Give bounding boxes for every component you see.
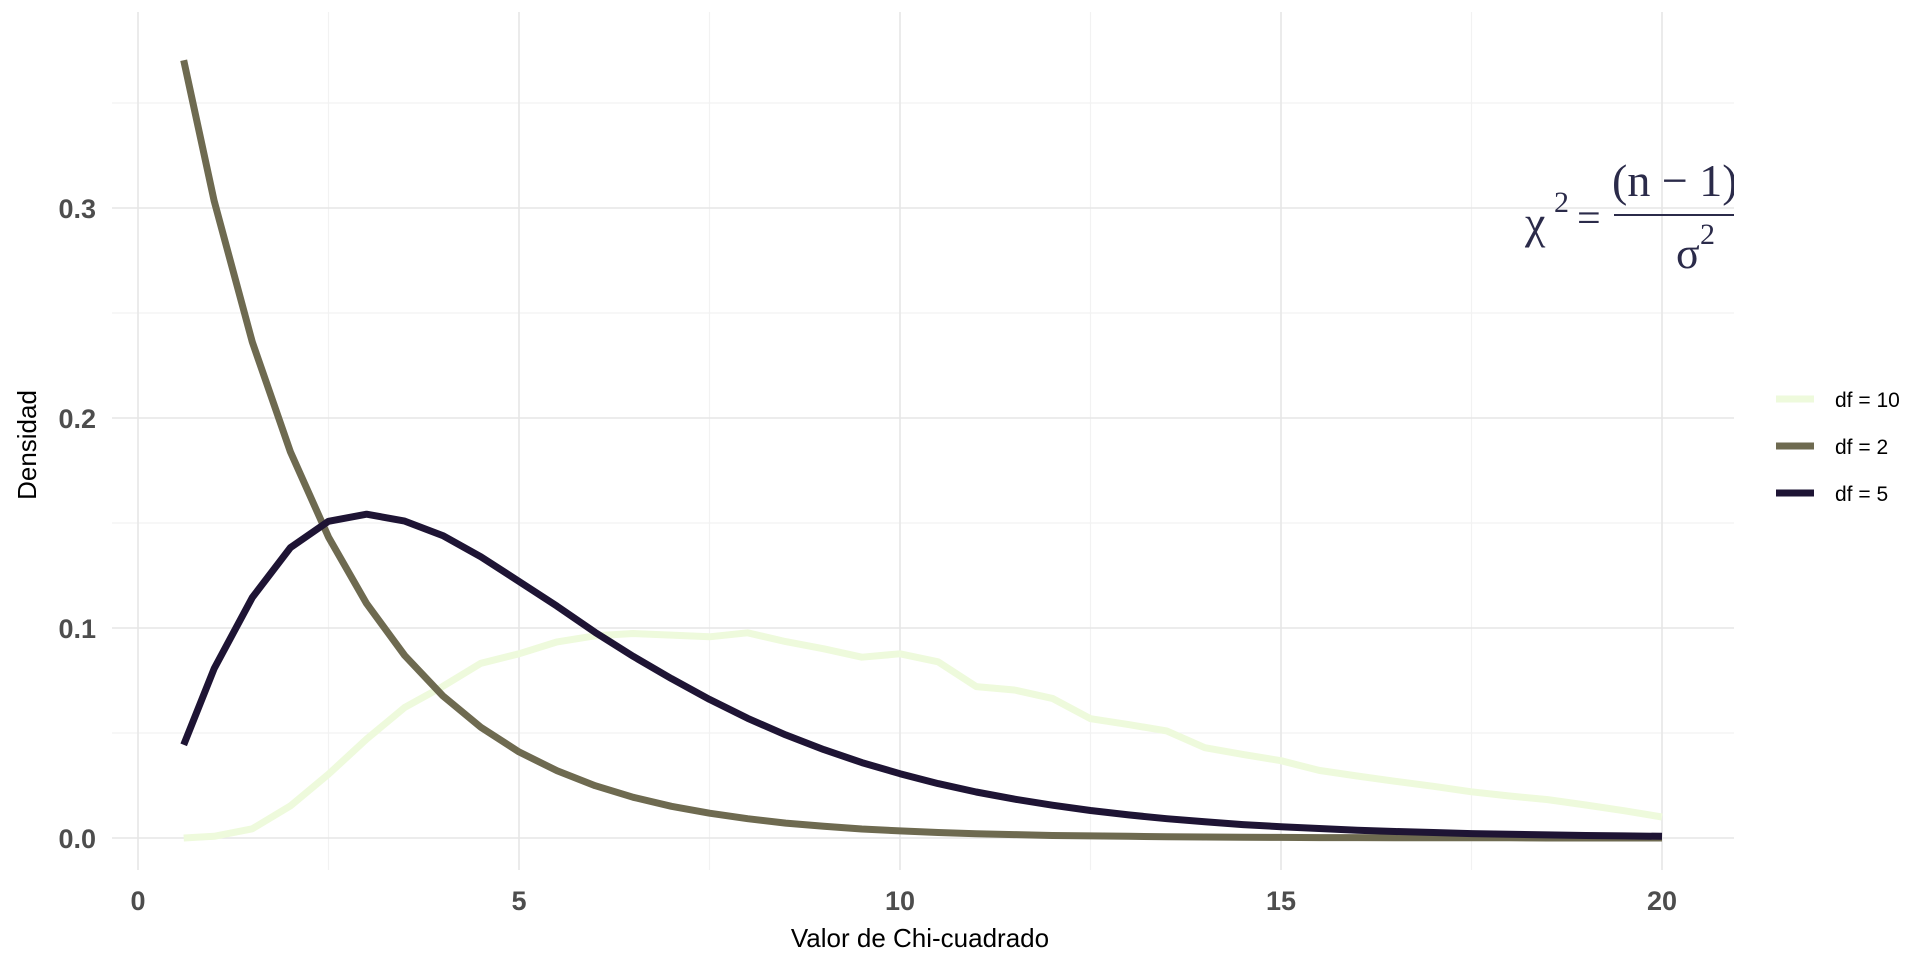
y-tick-labels: 0.0 0.1 0.2 0.3	[58, 194, 96, 854]
x-tick-label: 10	[885, 886, 915, 916]
x-tick-label: 15	[1266, 886, 1296, 916]
x-tick-label: 20	[1647, 886, 1677, 916]
series-line-3	[180, 510, 1663, 840]
x-axis-title: Valor de Chi-cuadrado	[791, 923, 1049, 953]
x-tick-labels: 0 5 10 15 20	[130, 886, 1677, 916]
series-line-1	[183, 629, 1663, 842]
formula-numerator: (n − 1)	[1612, 155, 1738, 206]
y-tick-label: 0.1	[58, 614, 96, 644]
legend-label-3: df = 5	[1835, 483, 1888, 506]
y-axis-title: Densidad	[12, 390, 42, 500]
series-lines	[180, 59, 1663, 842]
formula-chi-symbol: χ	[1524, 197, 1546, 248]
minor-grid	[112, 12, 1734, 870]
y-tick-label: 0.2	[58, 404, 96, 434]
x-tick-label: 0	[130, 886, 145, 916]
y-tick-label: 0.0	[58, 824, 96, 854]
formula-chi-exponent: 2	[1554, 186, 1569, 219]
y-tick-label: 0.3	[58, 194, 96, 224]
legend-label-1: df = 10	[1835, 389, 1900, 412]
legend: df = 10 df = 2 df = 5	[1776, 389, 1900, 506]
chi-square-formula: χ 2 = (n − 1) σ 2	[1524, 155, 1738, 278]
x-tick-label: 5	[511, 886, 526, 916]
formula-equals: =	[1577, 196, 1601, 242]
major-grid	[112, 12, 1734, 870]
formula-denominator: σ	[1676, 229, 1700, 278]
series-line-2	[180, 59, 1662, 842]
formula-denominator-exponent: 2	[1700, 218, 1715, 251]
legend-label-2: df = 2	[1835, 436, 1888, 459]
